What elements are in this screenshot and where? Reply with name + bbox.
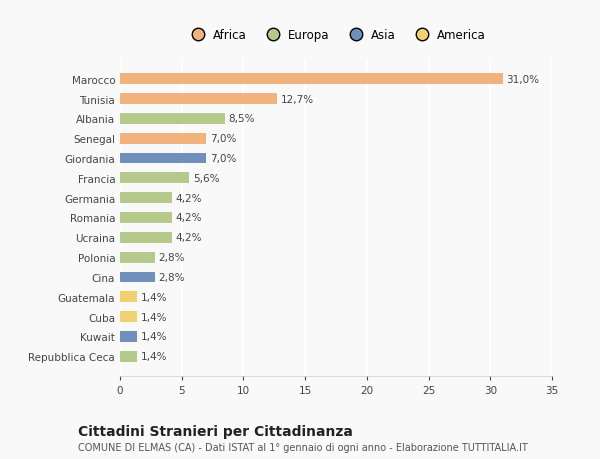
Text: 1,4%: 1,4% xyxy=(141,352,167,362)
Bar xyxy=(120,173,189,184)
Bar xyxy=(120,134,206,144)
Text: 5,6%: 5,6% xyxy=(193,174,220,184)
Legend: Africa, Europa, Asia, America: Africa, Europa, Asia, America xyxy=(181,24,491,47)
Text: 2,8%: 2,8% xyxy=(158,272,185,282)
Bar xyxy=(120,213,172,224)
Bar xyxy=(120,193,172,204)
Text: 7,0%: 7,0% xyxy=(210,154,236,164)
Bar xyxy=(120,114,225,124)
Bar xyxy=(120,74,503,85)
Bar xyxy=(120,331,137,342)
Bar xyxy=(120,153,206,164)
Text: 4,2%: 4,2% xyxy=(176,233,202,243)
Text: 4,2%: 4,2% xyxy=(176,213,202,223)
Text: 2,8%: 2,8% xyxy=(158,252,185,263)
Bar xyxy=(120,232,172,243)
Text: 1,4%: 1,4% xyxy=(141,312,167,322)
Bar xyxy=(120,292,137,302)
Text: 12,7%: 12,7% xyxy=(280,94,314,104)
Bar xyxy=(120,351,137,362)
Text: 31,0%: 31,0% xyxy=(506,74,539,84)
Bar xyxy=(120,94,277,105)
Text: 8,5%: 8,5% xyxy=(229,114,255,124)
Bar xyxy=(120,252,155,263)
Bar xyxy=(120,312,137,322)
Text: 4,2%: 4,2% xyxy=(176,193,202,203)
Text: Cittadini Stranieri per Cittadinanza: Cittadini Stranieri per Cittadinanza xyxy=(78,425,353,438)
Text: 7,0%: 7,0% xyxy=(210,134,236,144)
Text: 1,4%: 1,4% xyxy=(141,292,167,302)
Text: COMUNE DI ELMAS (CA) - Dati ISTAT al 1° gennaio di ogni anno - Elaborazione TUTT: COMUNE DI ELMAS (CA) - Dati ISTAT al 1° … xyxy=(78,442,528,452)
Text: 1,4%: 1,4% xyxy=(141,332,167,342)
Bar xyxy=(120,272,155,283)
